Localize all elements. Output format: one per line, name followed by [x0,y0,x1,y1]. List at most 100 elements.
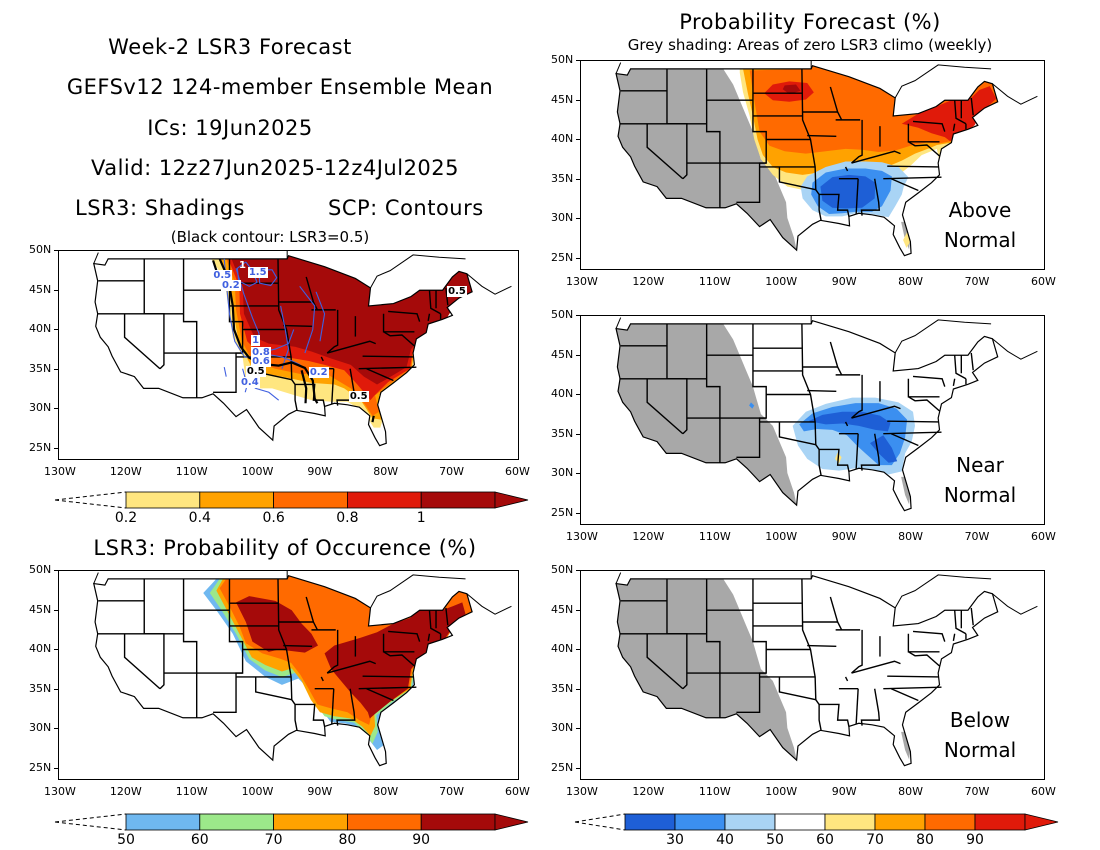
lon-tick-label: 80W [898,530,924,543]
lat-tick-mark [54,448,58,450]
title-line-2: GEFSv12 124-member Ensemble Mean [66,75,494,99]
shading-region [820,174,876,209]
lat-tick-mark [54,768,58,770]
contour-label: 1.5 [247,267,268,279]
scp-contour [316,292,325,341]
above-normal-map [580,60,1045,270]
lat-tick-label: 25N [551,251,574,265]
lat-tick-label: 35N [551,681,574,695]
colorbar-swatch [674,813,726,831]
near-normal-map [580,315,1045,525]
colorbar-swatch [199,813,275,831]
contour-note: (Black contour: LSR3=0.5) [170,228,370,246]
colorbar-label: 40 [716,832,734,848]
colorbar-label: 60 [190,832,209,848]
lon-tick-label: 70W [964,530,990,543]
shading-region [231,255,473,385]
lon-tick-label: 110W [175,465,208,478]
colorbar-swatch [273,813,348,831]
lat-tick-mark [54,649,58,651]
colorbar-label: 1 [416,510,426,526]
shading-region [236,596,319,653]
lsr3-scp-map: 0.5 1 1.5 0.2 1 0.8 0.6 0.5 0.4 0.2 0.5 0.5 [58,250,519,460]
lon-tick-label: 130W [566,785,598,798]
lat-tick-mark [576,60,580,61]
lat-tick-mark [576,473,580,475]
lon-tick-label: 130W [566,275,598,288]
lat-tick-label: 35N [29,681,52,695]
lat-tick-label: 45N [29,282,52,296]
colorbar-label: 70 [264,832,283,848]
lat-tick-mark [576,99,580,101]
contour-label: 0.5 [212,269,233,281]
prob-forecast-title: Probability Forecast (%) [679,10,941,34]
shading-region [782,84,801,94]
contour-label: 0.8 [251,346,271,358]
lon-tick-label: 120W [109,465,142,478]
lat-tick-mark [54,728,58,730]
lat-tick-label: 40N [29,322,52,336]
lat-tick-mark [54,570,58,571]
above-normal-line-1: Above [948,198,1012,222]
lat-tick-label: 45N [29,602,52,616]
lat-tick-label: 50N [29,243,52,256]
lon-tick-label: 60W [1031,275,1056,288]
lat-tick-label: 35N [551,426,574,440]
colorbar-label: 0.2 [114,510,138,526]
lat-tick-label: 30N [551,466,574,480]
shadings-label: LSR3: Shadings [75,196,245,220]
lon-tick-label: 90W [831,530,857,543]
lat-tick-mark [54,250,58,251]
scp-contour [281,306,289,369]
lon-tick-label: 80W [373,465,399,478]
lon-tick-label: 120W [109,785,142,798]
lat-tick-label: 40N [551,387,574,401]
shading-region [901,86,997,142]
lat-tick-label: 50N [551,53,574,66]
forecast-colorbar: 30 40 50 60 70 80 90 [570,812,1060,850]
contours-label: SCP: Contours [328,196,484,220]
colorbar-label: 60 [816,832,834,848]
lat-tick-label: 25N [29,761,52,775]
lat-tick-label: 50N [551,308,574,321]
colorbar-swatch [346,813,422,831]
lon-tick-label: 60W [1031,785,1056,798]
colorbar-label: 80 [338,832,357,848]
colorbar-label: 30 [666,832,684,848]
lon-tick-label: 80W [898,275,924,288]
lat-tick-mark [54,289,58,291]
colorbar-swatch [125,491,201,509]
contour-label: 0.5 [447,285,467,297]
lat-tick-label: 45N [551,602,574,616]
map-canvas [581,571,1044,779]
lat-tick-mark [576,354,580,356]
colorbar-label: 0.4 [188,510,211,526]
colorbar-swatch [273,491,348,509]
colorbar-label: 90 [966,832,984,848]
contour-label: 0.5 [348,390,369,402]
map-canvas [59,571,518,779]
near-normal-line-2: Normal [943,483,1017,507]
shading-region [870,435,898,463]
colorbar-label: 0.8 [336,510,359,526]
prob-forecast-subtitle: Grey shading: Areas of zero LSR3 climo (… [627,36,993,54]
lon-tick-label: 80W [373,785,399,798]
colorbar-swatch [974,813,1026,831]
colorbar-swatch [774,813,826,831]
lat-tick-label: 40N [29,642,52,656]
contour-label: 0.5 [245,366,266,378]
lon-tick-label: 110W [698,275,731,288]
lsr3-0.5-contour [372,416,373,422]
lat-tick-mark [576,649,580,651]
colorbar-swatch [874,813,926,831]
lon-tick-label: 110W [698,785,731,798]
lat-tick-mark [576,728,580,730]
lon-tick-label: 90W [831,785,857,798]
lon-tick-label: 90W [307,785,333,798]
lat-tick-label: 45N [551,92,574,106]
lat-tick-mark [576,570,580,571]
colorbar-swatch [824,813,876,831]
contour-label: 1 [239,259,246,271]
below-normal-label: Below Normal [925,705,1035,765]
contour-label: 0.2 [308,367,329,379]
